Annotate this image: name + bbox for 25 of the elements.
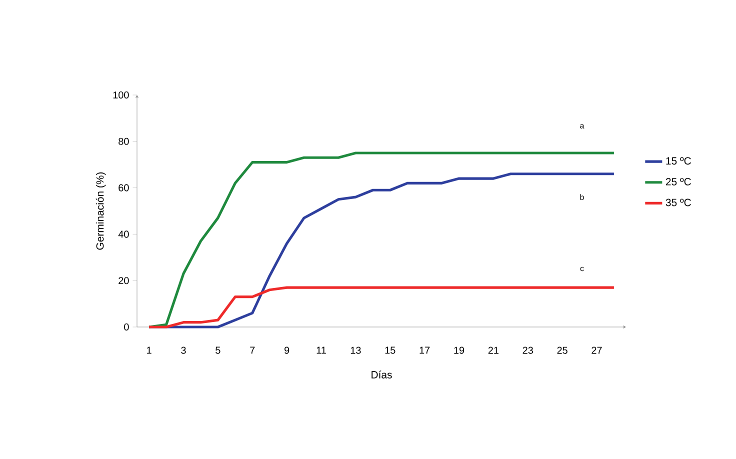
x-tick-label: 9 (284, 346, 290, 354)
x-tick-label: 19 (454, 346, 464, 354)
y-tick-label: 60 (118, 184, 129, 192)
x-axis-title: Días (372, 370, 392, 378)
y-axis-title: Germinación (%) (96, 172, 106, 250)
y-tick-label: 0 (124, 323, 129, 331)
y-tick-label: 80 (118, 138, 129, 145)
legend-label: 35 ºC (666, 198, 691, 206)
x-tick-label: 21 (488, 346, 498, 354)
x-tick-label: 25 (557, 346, 568, 354)
legend-label: 25 ºC (666, 178, 691, 186)
y-tick-label: 40 (118, 230, 129, 238)
legend-label: 15 ºC (666, 157, 691, 165)
y-tick-label: 20 (118, 277, 129, 284)
x-tick-label: 1 (147, 346, 152, 354)
x-tick-label: 17 (420, 346, 430, 354)
x-tick-label: 11 (316, 346, 326, 354)
x-tick-label: 3 (181, 346, 186, 354)
x-tick-label: 7 (250, 346, 255, 354)
y-tick-label: 100 (113, 91, 129, 99)
x-tick-label: 23 (522, 346, 533, 354)
x-tick-label: 15 (385, 346, 396, 354)
x-tick-label: 27 (592, 346, 602, 354)
x-tick-label: 13 (350, 346, 361, 354)
x-tick-label: 5 (216, 346, 220, 354)
